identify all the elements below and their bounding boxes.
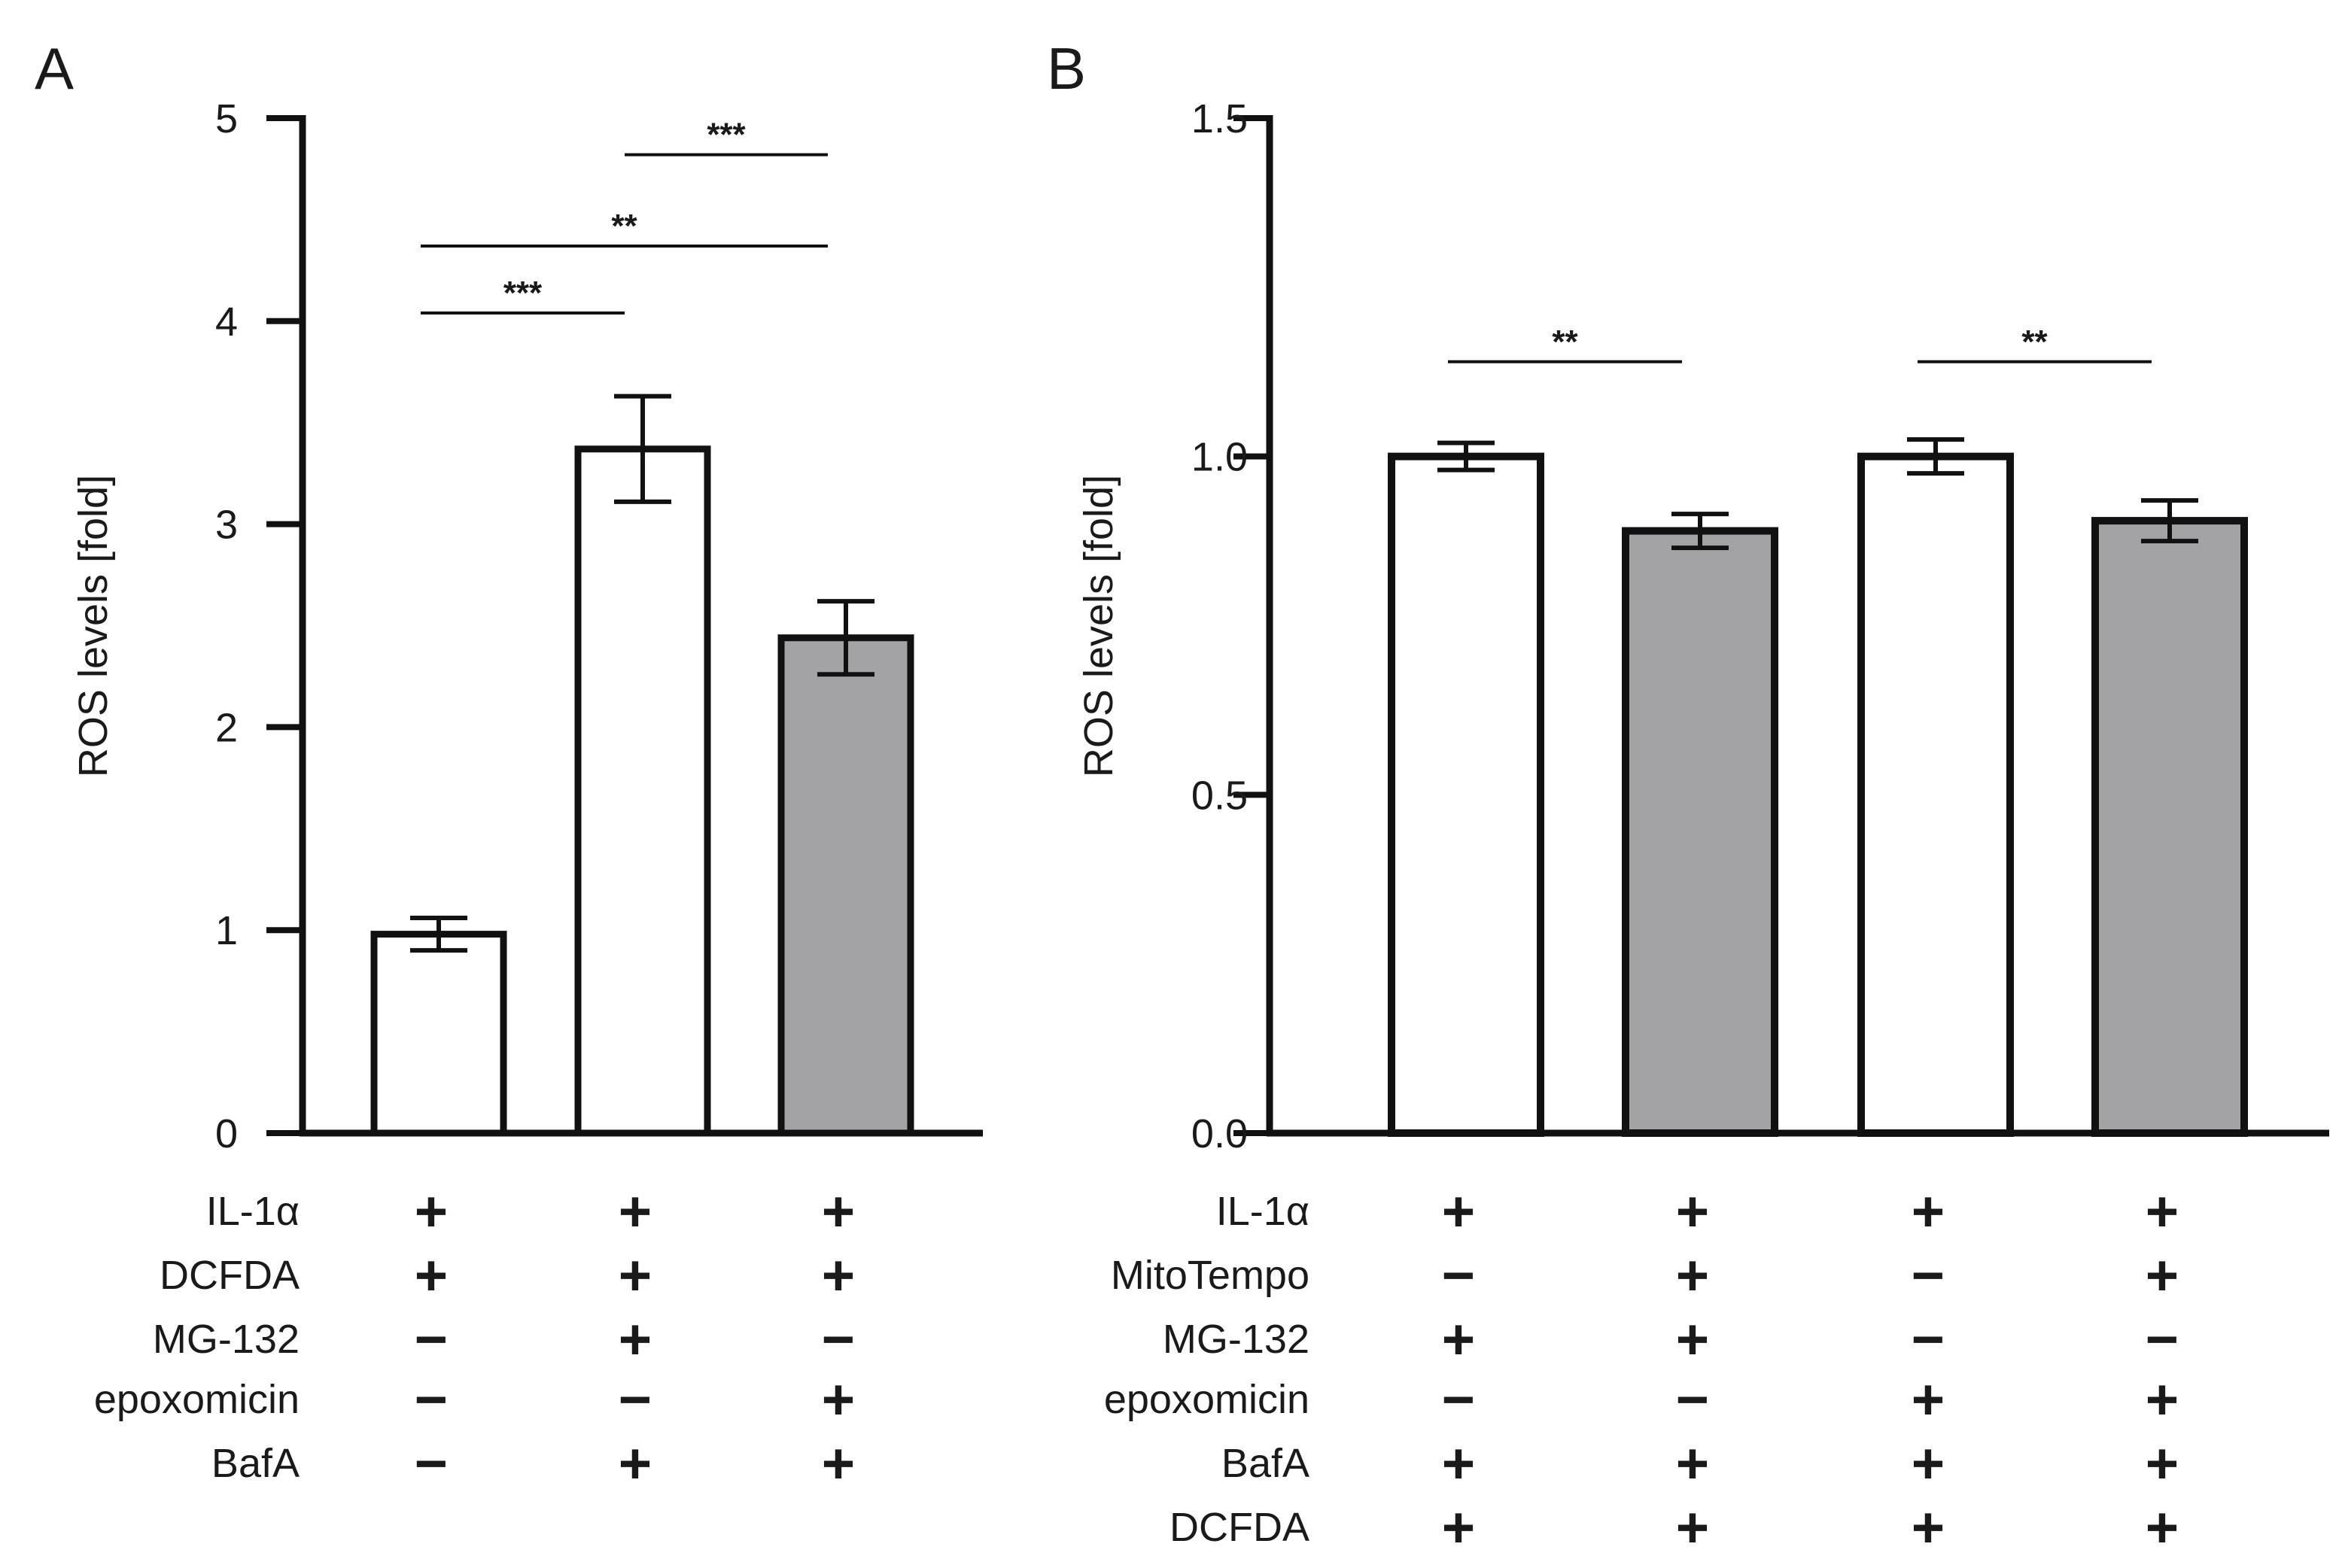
treatment-label: epoxomicin [1104,1377,1309,1422]
plus-sign: + [822,1368,855,1432]
y-tick-label: 0.0 [1191,1111,1248,1156]
treatment-label: DCFDA [160,1253,300,1298]
plus-sign: + [822,1180,855,1244]
plus-sign: + [822,1432,855,1496]
bar [777,634,914,1137]
treatment-label: BafA [211,1441,300,1486]
bar [574,445,711,1137]
minus-sign: − [1442,1244,1475,1308]
plus-sign: + [619,1180,652,1244]
treatment-label: epoxomicin [94,1377,300,1422]
significance-label: *** [503,275,543,311]
plus-sign: + [1442,1308,1475,1372]
plus-sign: + [415,1180,448,1244]
bar [1857,452,2014,1137]
minus-sign: − [1912,1244,1945,1308]
plus-sign: + [822,1244,855,1308]
plus-sign: + [2146,1180,2179,1244]
treatment-label: MitoTempo [1111,1253,1309,1298]
plus-sign: + [1676,1496,1709,1560]
treatment-label: IL-1α [1216,1189,1309,1234]
minus-sign: − [1912,1308,1945,1372]
y-axis-label: ROS levels [fold] [1076,475,1121,777]
plus-sign: + [2146,1244,2179,1308]
y-tick-label: 4 [215,299,238,345]
plus-sign: + [1676,1244,1709,1308]
plus-sign: + [1912,1496,1945,1560]
minus-sign: − [415,1432,448,1496]
minus-sign: − [1442,1368,1475,1432]
plus-sign: + [1912,1432,1945,1496]
y-tick-label: 1.0 [1191,435,1248,480]
y-tick-label: 1.5 [1191,96,1248,141]
plus-sign: + [619,1244,652,1308]
significance-label: *** [707,117,746,153]
y-tick-label: 0.5 [1191,773,1248,818]
treatment-label: MG-132 [1163,1317,1309,1362]
significance-label: ** [2021,324,2048,360]
treatment-label: DCFDA [1170,1505,1309,1550]
treatment-label: BafA [1221,1441,1309,1486]
panel-letter: A [35,35,74,102]
significance-label: ** [1552,324,1578,360]
bar [1388,452,1544,1137]
panel-letter: B [1047,35,1086,102]
minus-sign: − [415,1368,448,1432]
bar [370,931,507,1137]
plus-sign: + [1442,1496,1475,1560]
plus-sign: + [619,1308,652,1372]
panel-b: B ROS levels [fold] 0.0 0.5 1.0 1.5 ** ** IL-1α +… [1047,35,2329,1560]
plus-sign: + [1912,1180,1945,1244]
y-tick-label: 1 [215,908,238,953]
plus-sign: + [2146,1496,2179,1560]
plus-sign: + [2146,1368,2179,1432]
y-tick-label: 0 [215,1111,238,1156]
plus-sign: + [1912,1368,1945,1432]
minus-sign: − [415,1308,448,1372]
y-tick-label: 5 [215,96,238,141]
minus-sign: − [619,1368,652,1432]
plus-sign: + [1676,1308,1709,1372]
minus-sign: − [822,1308,855,1372]
plus-sign: + [415,1244,448,1308]
significance-label: ** [611,208,637,245]
plus-sign: + [1676,1180,1709,1244]
y-axis-label: ROS levels [fold] [71,475,116,777]
plus-sign: + [1442,1180,1475,1244]
plus-sign: + [619,1432,652,1496]
y-tick-label: 2 [215,705,238,750]
plus-sign: + [1442,1432,1475,1496]
y-tick-label: 3 [215,503,238,548]
minus-sign: − [1676,1368,1709,1432]
plus-sign: + [2146,1432,2179,1496]
plus-sign: + [1676,1432,1709,1496]
minus-sign: − [2146,1308,2179,1372]
treatment-label: MG-132 [153,1317,300,1362]
bar [1622,527,1778,1137]
treatment-label: IL-1α [206,1189,300,1234]
bar [2091,517,2248,1137]
